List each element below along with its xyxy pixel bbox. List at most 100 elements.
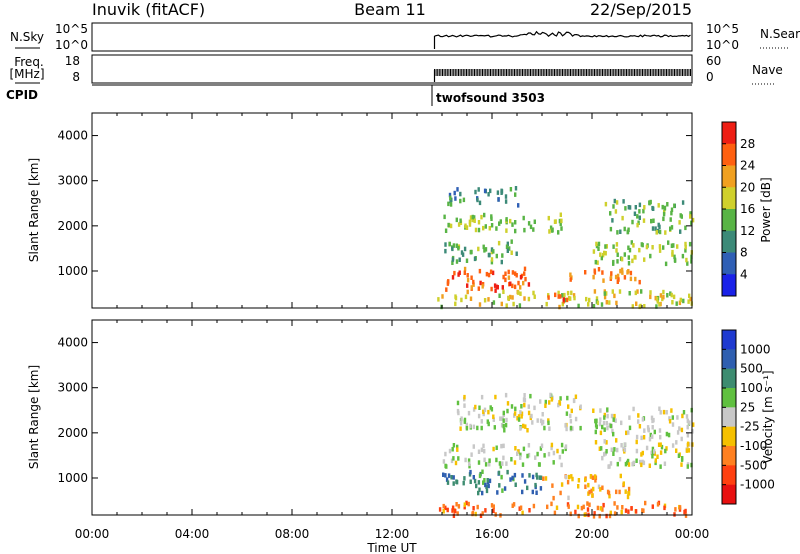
power-cell [477, 227, 481, 233]
power-cell [682, 298, 685, 304]
power-cell [501, 285, 504, 290]
velocity-cell [486, 419, 489, 424]
velocity-cell [627, 486, 631, 492]
velocity-cell [638, 424, 642, 429]
power-cell [609, 274, 613, 280]
velocity-cell [618, 489, 621, 495]
power-cell [666, 293, 669, 298]
velocity-cell [641, 459, 644, 465]
power-cell [489, 269, 493, 274]
power-cell [518, 303, 522, 308]
velocity-cell [640, 435, 643, 441]
power-cell [649, 294, 652, 300]
velocity-cell [438, 507, 442, 512]
velocity-cell [647, 427, 650, 432]
velocity-cell [494, 512, 497, 517]
station-title: Inuvik (fitACF) [92, 0, 205, 19]
x-tick-label: 16:00 [475, 527, 510, 541]
velocity-cell [494, 394, 497, 400]
power-cell [684, 225, 687, 231]
power-cell [477, 286, 480, 291]
power-cell [558, 304, 561, 310]
power-cell [650, 218, 653, 224]
velocity-cell [657, 442, 661, 447]
velocity-cell [586, 501, 589, 506]
velocity-cell [599, 487, 602, 492]
velocity-cell [635, 458, 638, 463]
power-cell [527, 296, 531, 302]
velocity-cell [622, 481, 625, 486]
power-axes: 1000 2000 3000 4000 [57, 113, 693, 308]
power-cell [652, 218, 655, 223]
velocity-cell [544, 399, 547, 405]
power-cell [638, 279, 641, 285]
velocity-cell [644, 500, 647, 506]
colorbar-tick-label: 500 [740, 362, 763, 376]
power-colorbar-swatch [722, 187, 736, 210]
velocity-cell [612, 417, 615, 422]
velocity-cell [538, 475, 542, 480]
power-cell [662, 211, 666, 217]
power-cell [617, 277, 620, 282]
velocity-cell [599, 506, 602, 511]
power-cell [500, 301, 503, 307]
power-cell [496, 285, 499, 290]
power-cell [451, 260, 454, 265]
power-cell [514, 220, 517, 225]
velocity-cell [594, 440, 598, 445]
power-colorbar-swatch [722, 230, 736, 253]
power-cell [498, 293, 501, 298]
velocity-cell [482, 480, 485, 485]
power-cell [593, 270, 597, 275]
power-cell [631, 219, 634, 225]
power-cell [632, 243, 635, 248]
velocity-cell [642, 460, 646, 466]
power-cell [592, 304, 596, 309]
velocity-cell [452, 481, 455, 486]
power-cell [465, 225, 468, 230]
velocity-cell [455, 502, 458, 507]
date-title: 22/Sep/2015 [590, 0, 692, 19]
velocity-cell [620, 443, 623, 448]
power-cell [615, 200, 619, 205]
power-cell [611, 218, 614, 223]
power-cell [505, 244, 509, 249]
power-cell [664, 230, 667, 235]
power-cell [514, 271, 517, 276]
colorbar-tick-label: 8 [740, 246, 748, 260]
velocity-cell [613, 511, 617, 516]
velocity-cell [603, 452, 606, 457]
velocity-cell [603, 415, 606, 420]
power-cell [623, 275, 627, 280]
velocity-cell [511, 475, 514, 481]
power-cell [659, 293, 663, 298]
velocity-cell [654, 460, 657, 466]
power-cell [600, 255, 603, 261]
power-cell [507, 295, 510, 301]
velocity-cell [457, 456, 460, 461]
power-cell [501, 253, 504, 258]
velocity-cell [509, 477, 512, 482]
velocity-cell [611, 428, 614, 434]
velocity-cell [676, 415, 679, 420]
nsky-tick-high: 10^5 [55, 22, 88, 36]
nsky-strip-frame [91, 22, 693, 52]
velocity-cell [539, 399, 542, 404]
power-cell [622, 199, 625, 204]
velocity-cell [589, 474, 593, 479]
velocity-cell [503, 486, 507, 491]
power-cell [490, 249, 494, 255]
power-cell [527, 282, 531, 287]
power-cell [459, 218, 462, 223]
velocity-cell [637, 413, 640, 418]
power-cell [487, 272, 491, 278]
velocity-cell [598, 446, 601, 451]
velocity-cell [476, 504, 479, 510]
power-cell [453, 270, 456, 276]
velocity-cell [468, 461, 471, 467]
velocity-cell [519, 455, 522, 460]
power-cell [666, 202, 669, 207]
velocity-cell [599, 430, 603, 436]
power-cell [671, 252, 674, 257]
colorbar-tick-label: 16 [740, 202, 755, 216]
